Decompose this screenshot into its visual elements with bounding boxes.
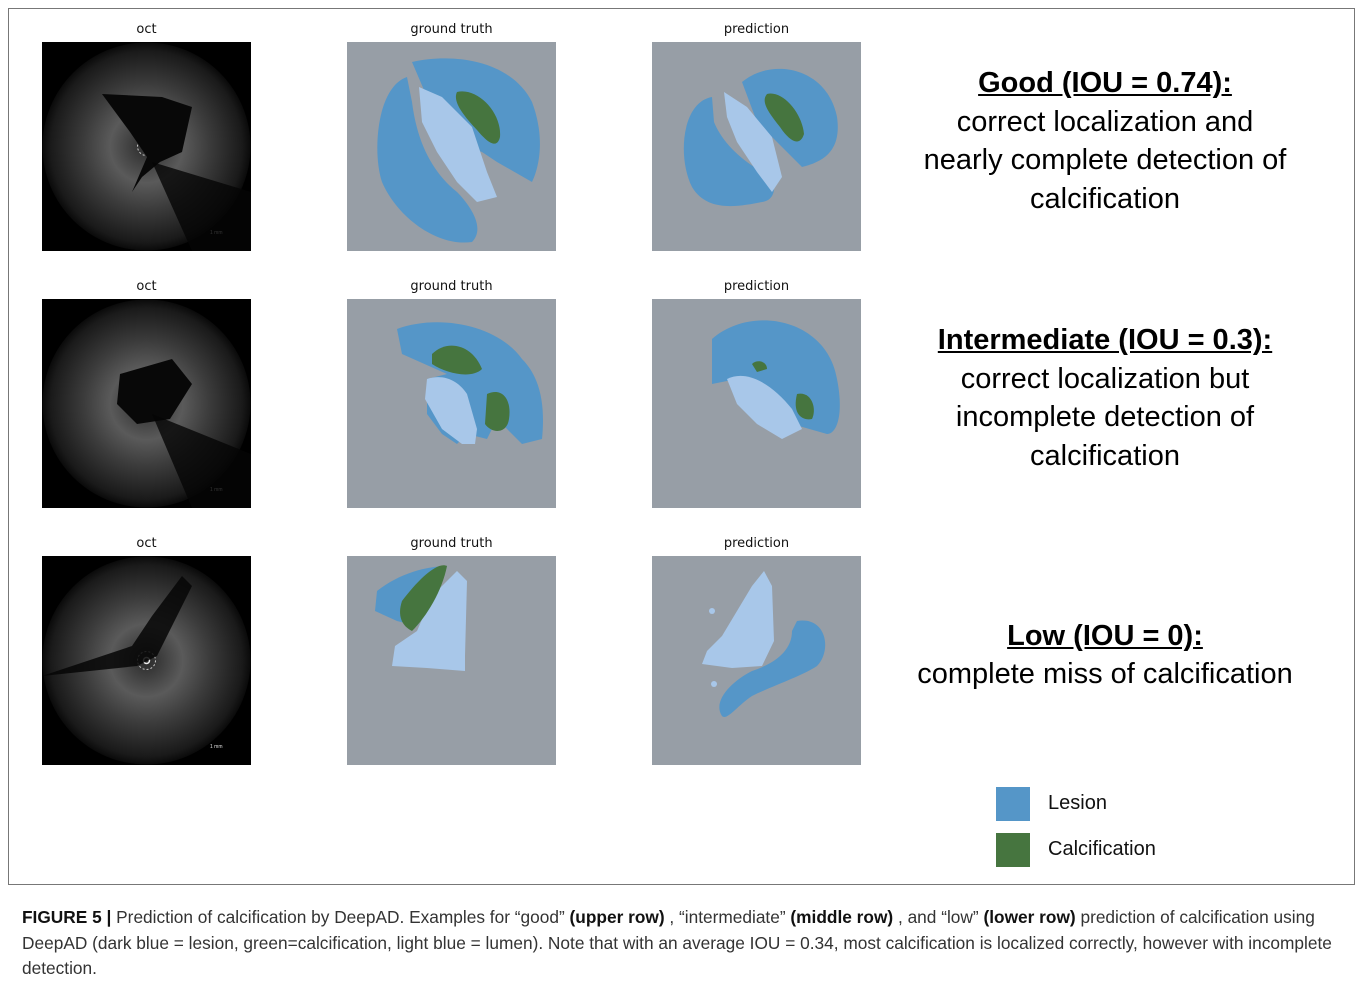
- page: 1 mm: [0, 0, 1358, 986]
- description-line: nearly complete detection of: [880, 141, 1330, 180]
- panel-title: ground truth: [347, 279, 556, 294]
- caption-text: (upper row): [570, 907, 665, 927]
- ground-truth-mask: [347, 556, 556, 765]
- caption-text: (lower row): [983, 907, 1075, 927]
- prediction-mask: [652, 42, 861, 251]
- panel-title: ground truth: [347, 536, 556, 551]
- oct-image: [42, 556, 251, 765]
- caption-text: , “intermediate”: [669, 907, 785, 927]
- legend-label: Calcification: [1048, 838, 1156, 861]
- row-description: Intermediate (IOU = 0.3):correct localiz…: [880, 321, 1330, 475]
- description-line: incomplete detection of: [880, 398, 1330, 437]
- caption-label: FIGURE 5 |: [22, 907, 111, 927]
- ground-truth-mask: [347, 299, 556, 508]
- caption-text: , and “low”: [898, 907, 979, 927]
- legend-swatch: [996, 787, 1030, 821]
- description-line: correct localization and: [880, 103, 1330, 142]
- description-line: calcification: [880, 180, 1330, 219]
- prediction-mask: [652, 556, 861, 765]
- panel-title: prediction: [652, 279, 861, 294]
- caption-text: (middle row): [790, 907, 893, 927]
- quality-heading: Good (IOU = 0.74):: [880, 64, 1330, 103]
- legend-swatch: [996, 833, 1030, 867]
- caption: FIGURE 5 | Prediction of calcification b…: [22, 905, 1340, 982]
- prediction-mask: [652, 299, 861, 508]
- panel-title: prediction: [652, 22, 861, 37]
- row-description: Low (IOU = 0):complete miss of calcifica…: [880, 617, 1330, 694]
- panel-title: ground truth: [347, 22, 556, 37]
- panel-title: oct: [42, 279, 251, 294]
- caption-text: Prediction of calcification by DeepAD. E…: [116, 907, 565, 927]
- description-line: complete miss of calcification: [880, 655, 1330, 694]
- quality-heading: Low (IOU = 0):: [880, 617, 1330, 656]
- description-line: correct localization but: [880, 360, 1330, 399]
- description-line: calcification: [880, 437, 1330, 476]
- oct-image: [42, 299, 251, 508]
- panel-title: prediction: [652, 536, 861, 551]
- oct-image: [42, 42, 251, 251]
- panel-title: oct: [42, 536, 251, 551]
- panel-title: oct: [42, 22, 251, 37]
- quality-heading: Intermediate (IOU = 0.3):: [880, 321, 1330, 360]
- legend-label: Lesion: [1048, 792, 1107, 815]
- row-description: Good (IOU = 0.74):correct localization a…: [880, 64, 1330, 218]
- ground-truth-mask: [347, 42, 556, 251]
